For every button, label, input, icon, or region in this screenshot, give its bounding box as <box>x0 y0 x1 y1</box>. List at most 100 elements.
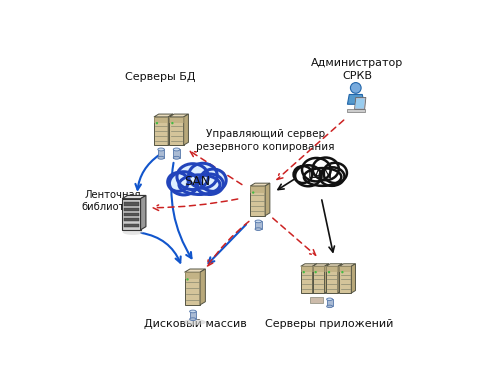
Circle shape <box>171 122 173 124</box>
Bar <box>124 223 139 227</box>
Polygon shape <box>154 117 168 145</box>
Text: Администратор
СРКВ: Администратор СРКВ <box>311 58 404 81</box>
Ellipse shape <box>188 163 217 188</box>
Polygon shape <box>354 97 366 109</box>
Bar <box>173 149 180 158</box>
Ellipse shape <box>323 163 347 183</box>
Ellipse shape <box>173 156 180 159</box>
Circle shape <box>350 83 361 93</box>
Bar <box>255 222 261 229</box>
Bar <box>124 213 139 216</box>
Polygon shape <box>184 114 188 145</box>
FancyArrowPatch shape <box>277 120 344 179</box>
Polygon shape <box>339 266 351 272</box>
Polygon shape <box>184 269 205 272</box>
Ellipse shape <box>200 169 226 191</box>
Polygon shape <box>301 266 313 272</box>
Polygon shape <box>200 269 205 305</box>
Ellipse shape <box>320 167 344 186</box>
Bar <box>310 297 324 303</box>
Bar <box>190 312 196 319</box>
Polygon shape <box>326 266 338 272</box>
Ellipse shape <box>167 173 188 191</box>
FancyArrowPatch shape <box>322 200 334 252</box>
Text: LAN: LAN <box>308 168 332 181</box>
Polygon shape <box>250 186 265 216</box>
Polygon shape <box>313 264 329 266</box>
FancyArrowPatch shape <box>207 222 249 266</box>
Polygon shape <box>351 264 355 293</box>
Polygon shape <box>355 99 365 108</box>
Ellipse shape <box>190 310 196 313</box>
Text: Серверы приложений: Серверы приложений <box>265 319 394 329</box>
Ellipse shape <box>169 172 198 195</box>
Polygon shape <box>313 266 325 293</box>
Ellipse shape <box>302 158 331 181</box>
Polygon shape <box>250 186 265 193</box>
Polygon shape <box>169 117 184 145</box>
Polygon shape <box>338 264 342 293</box>
Ellipse shape <box>183 319 206 325</box>
Ellipse shape <box>123 230 143 235</box>
Polygon shape <box>326 264 342 266</box>
Polygon shape <box>313 266 325 272</box>
Bar <box>158 149 165 158</box>
Polygon shape <box>301 266 313 293</box>
FancyArrowPatch shape <box>278 178 295 190</box>
Polygon shape <box>122 199 141 230</box>
Polygon shape <box>141 195 146 230</box>
Bar <box>124 218 139 222</box>
Ellipse shape <box>158 148 165 151</box>
FancyArrowPatch shape <box>273 218 316 256</box>
Circle shape <box>303 271 305 273</box>
Text: Ленточная
библиотека: Ленточная библиотека <box>82 190 144 212</box>
Polygon shape <box>169 117 184 123</box>
Polygon shape <box>122 195 146 199</box>
FancyArrowPatch shape <box>135 155 159 190</box>
Polygon shape <box>326 266 338 293</box>
Circle shape <box>252 191 254 194</box>
FancyArrowPatch shape <box>171 163 191 258</box>
Polygon shape <box>184 272 200 279</box>
Polygon shape <box>154 114 173 117</box>
Bar <box>327 299 332 306</box>
Circle shape <box>186 278 189 281</box>
Ellipse shape <box>177 164 208 190</box>
Polygon shape <box>250 183 270 186</box>
Bar <box>124 202 139 205</box>
Ellipse shape <box>295 165 322 186</box>
Bar <box>347 109 365 112</box>
Circle shape <box>315 271 317 273</box>
Ellipse shape <box>327 298 332 301</box>
Ellipse shape <box>304 168 341 186</box>
Ellipse shape <box>196 174 224 195</box>
Polygon shape <box>347 95 364 104</box>
Polygon shape <box>265 183 270 216</box>
Polygon shape <box>325 264 329 293</box>
Ellipse shape <box>255 228 261 230</box>
Bar <box>124 208 139 211</box>
FancyArrowPatch shape <box>209 225 246 263</box>
FancyArrowPatch shape <box>153 199 238 210</box>
Polygon shape <box>184 272 200 305</box>
Polygon shape <box>339 266 351 293</box>
Ellipse shape <box>255 220 261 223</box>
Ellipse shape <box>313 157 339 180</box>
Text: SAN: SAN <box>184 175 210 188</box>
Circle shape <box>328 271 330 273</box>
Ellipse shape <box>179 175 220 195</box>
Ellipse shape <box>173 148 180 151</box>
Text: Дисковый массив: Дисковый массив <box>144 319 247 329</box>
Text: Серверы БД: Серверы БД <box>125 72 195 82</box>
Circle shape <box>341 271 343 273</box>
Polygon shape <box>301 264 317 266</box>
Ellipse shape <box>158 156 165 159</box>
FancyArrowPatch shape <box>141 233 181 262</box>
Polygon shape <box>313 264 317 293</box>
Circle shape <box>156 122 158 124</box>
Polygon shape <box>154 117 168 123</box>
Polygon shape <box>339 264 355 266</box>
Text: Управляющий сервер
резервного копирования: Управляющий сервер резервного копировани… <box>196 129 334 152</box>
FancyArrowPatch shape <box>190 151 242 185</box>
Ellipse shape <box>327 305 332 308</box>
